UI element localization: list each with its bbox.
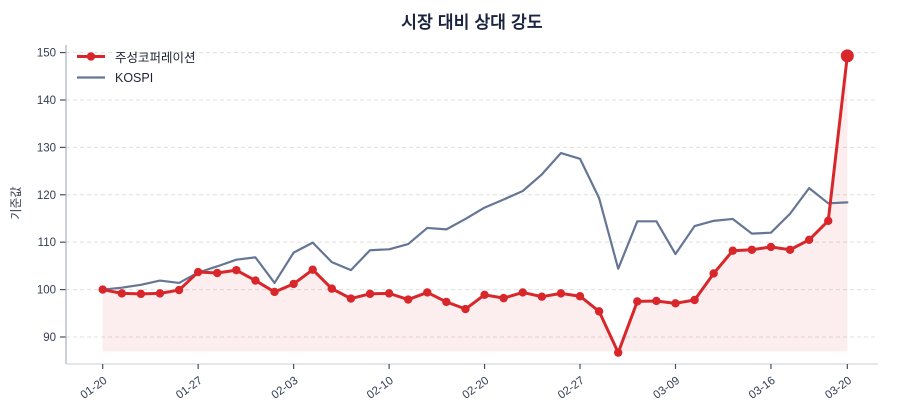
data-point-marker [594, 307, 604, 316]
x-tick-label: 02-10 [365, 375, 396, 402]
data-point-marker [518, 288, 527, 297]
data-point-marker [575, 292, 585, 301]
data-point-marker [403, 295, 413, 304]
data-point-marker [671, 299, 680, 308]
data-point-marker [289, 279, 298, 289]
data-point-marker [824, 216, 833, 226]
legend: 주성코퍼레이션 KOSPI [76, 46, 196, 88]
data-point-marker [442, 297, 451, 307]
data-point-marker [709, 269, 718, 278]
legend-label-jusung: 주성코퍼레이션 [115, 51, 196, 65]
chart-title: 시장 대비 상대 강도 [401, 13, 543, 32]
y-tick-label: 140 [37, 95, 56, 107]
data-point-marker [556, 289, 566, 298]
data-point-marker [365, 289, 375, 299]
data-point-marker [155, 289, 165, 298]
data-point-marker [728, 246, 737, 255]
data-point-marker [766, 242, 776, 252]
x-tick-label: 03-20 [823, 375, 854, 402]
legend-item-jusung: 주성코퍼레이션 [76, 46, 196, 67]
data-point-marker [213, 268, 222, 278]
data-point-marker [499, 293, 508, 303]
legend-item-kospi: KOSPI [76, 67, 196, 88]
data-point-marker [117, 289, 126, 298]
data-point-marker [384, 289, 394, 298]
data-point-marker [270, 287, 279, 297]
series-fill-area [102, 55, 848, 353]
data-point-marker [785, 245, 795, 254]
data-point-marker [193, 267, 203, 277]
y-tick-label: 100 [37, 285, 56, 297]
data-point-marker [251, 276, 260, 285]
data-point-marker [747, 245, 757, 254]
y-tick-label: 130 [37, 142, 56, 154]
data-point-marker [537, 292, 547, 301]
data-point-marker [98, 285, 107, 294]
legend-label-kospi: KOSPI [115, 70, 154, 85]
data-point-marker [346, 294, 356, 303]
data-point-marker [804, 235, 814, 245]
data-point-marker [136, 289, 146, 299]
x-tick-label: 03-16 [747, 375, 778, 402]
data-point-marker-last [840, 49, 854, 63]
y-tick-label: 90 [43, 332, 56, 344]
x-tick-label: 02-27 [556, 375, 587, 402]
data-point-marker [690, 295, 699, 305]
data-point-marker [174, 285, 184, 295]
y-tick-label: 120 [37, 190, 56, 202]
legend-line-sample-icon [77, 76, 105, 79]
data-point-marker [461, 304, 470, 314]
legend-line-marker-sample-icon [77, 52, 105, 61]
data-point-marker [614, 348, 623, 357]
x-tick-label: 03-09 [651, 375, 682, 402]
data-point-marker [652, 296, 661, 306]
x-tick-label: 01-27 [174, 375, 205, 402]
y-tick-label: 110 [38, 237, 56, 249]
data-point-marker [480, 290, 489, 299]
data-point-marker [327, 284, 337, 293]
x-tick-label: 02-20 [460, 375, 491, 402]
x-tick-label: 01-20 [79, 375, 110, 402]
series-line-secondary [101, 151, 849, 291]
x-tick-label: 02-03 [270, 375, 301, 402]
data-point-marker [308, 265, 317, 274]
data-point-marker [423, 288, 432, 297]
data-point-marker [633, 297, 642, 306]
y-tick-label: 150 [37, 48, 56, 60]
series-line-primary [101, 54, 849, 355]
data-point-marker [232, 265, 241, 275]
